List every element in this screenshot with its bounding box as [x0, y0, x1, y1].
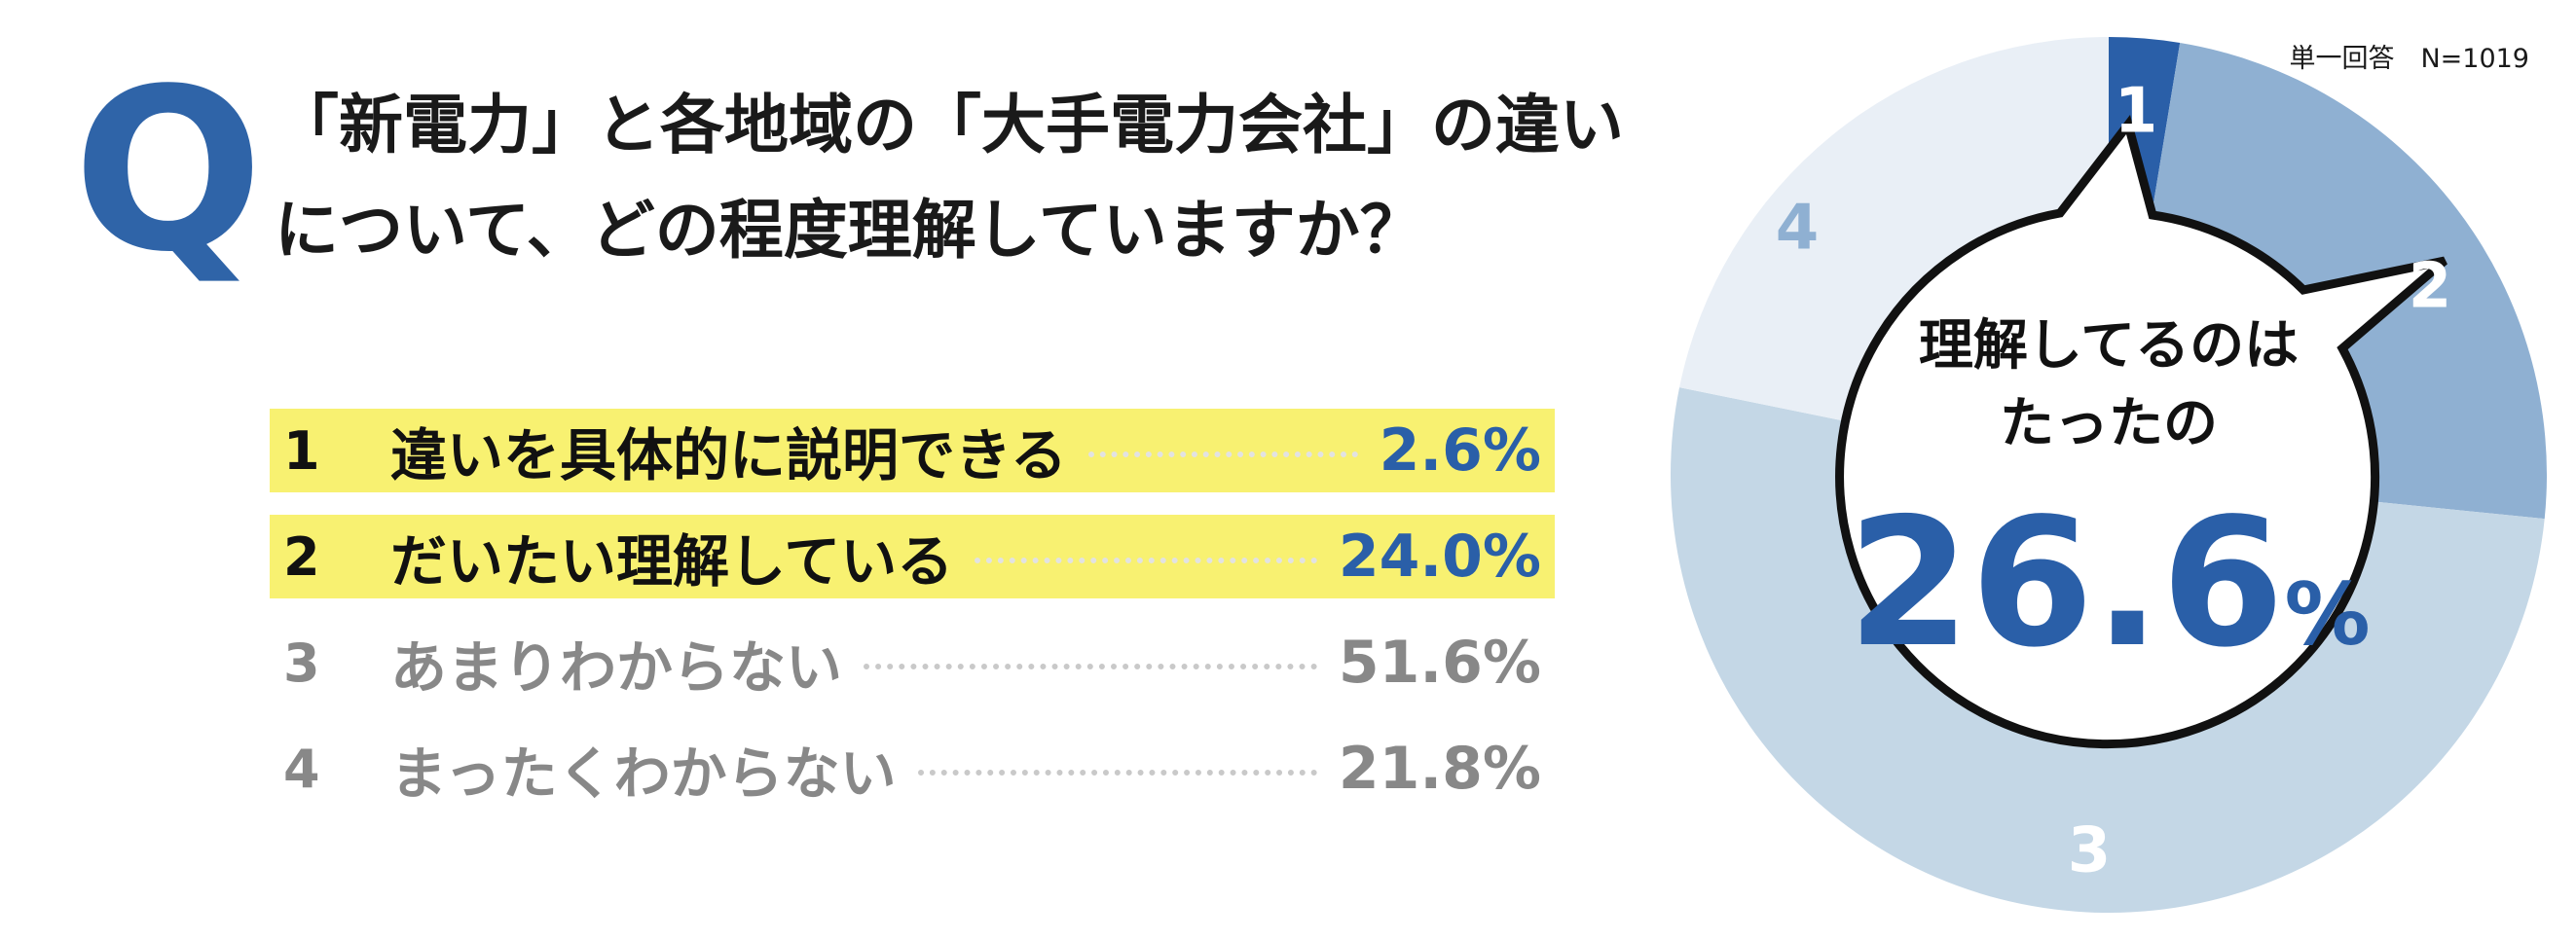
- callout-unit: %: [2284, 564, 2371, 665]
- callout-line-1: 理解してるのは: [1918, 314, 2300, 378]
- answer-row-1: 1 違いを具体的に説明できる 2.6%: [270, 409, 1555, 492]
- answer-row-4: 4 まったくわからない 21.8%: [270, 727, 1555, 811]
- donut-chart: 1 2 3 4 理解してるのは たったの 26.6%: [1671, 37, 2547, 913]
- callout-text: 理解してるのは たったの: [1671, 307, 2547, 463]
- question-line-1: 「新電力」と各地域の「大手電力会社」の違い: [275, 88, 1624, 163]
- answer-percent: 51.6%: [1338, 629, 1541, 697]
- dotted-leader: [975, 558, 1317, 563]
- callout-number: 26.6: [1847, 480, 2285, 686]
- callout-bubble: [1835, 115, 2447, 749]
- answer-label: 違いを具体的に説明できる: [390, 422, 1067, 488]
- answer-percent: 2.6%: [1379, 416, 1541, 485]
- callout-value: 26.6%: [1671, 494, 2547, 671]
- answer-number: 3: [283, 632, 320, 694]
- slice-label-2: 2: [2409, 251, 2452, 323]
- answer-number: 2: [283, 525, 320, 588]
- question-line-2: について、どの程度理解していますか？: [275, 193, 1424, 268]
- answer-row-2: 2 だいたい理解している 24.0%: [270, 515, 1555, 598]
- answer-percent: 24.0%: [1338, 523, 1541, 591]
- slice-label-1: 1: [2115, 76, 2158, 148]
- answer-label: だいたい理解している: [390, 528, 954, 595]
- slice-label-3: 3: [2068, 815, 2112, 887]
- sample-info: 単一回答 N=1019: [2289, 44, 2529, 74]
- slice-label-4: 4: [1776, 193, 1820, 265]
- dotted-leader: [1087, 451, 1358, 457]
- donut-chart-svg: 1 2 3 4: [1671, 37, 2547, 913]
- dotted-leader: [917, 770, 1317, 776]
- answer-number: 4: [283, 738, 320, 800]
- answer-number: 1: [283, 419, 320, 482]
- answer-percent: 21.8%: [1338, 735, 1541, 803]
- answer-row-3: 3 あまりわからない 51.6%: [270, 621, 1555, 704]
- question-text: 「新電力」と各地域の「大手電力会社」の違い について、どの程度理解していますか？: [275, 73, 1624, 283]
- answer-label: まったくわからない: [390, 740, 897, 807]
- question-mark: Q: [73, 42, 264, 302]
- answer-list: 1 違いを具体的に説明できる 2.6% 2 だいたい理解している 24.0% 3…: [270, 409, 1555, 833]
- callout-line-2: たったの: [2000, 392, 2218, 455]
- answer-label: あまりわからない: [390, 634, 843, 701]
- dotted-leader: [864, 664, 1317, 669]
